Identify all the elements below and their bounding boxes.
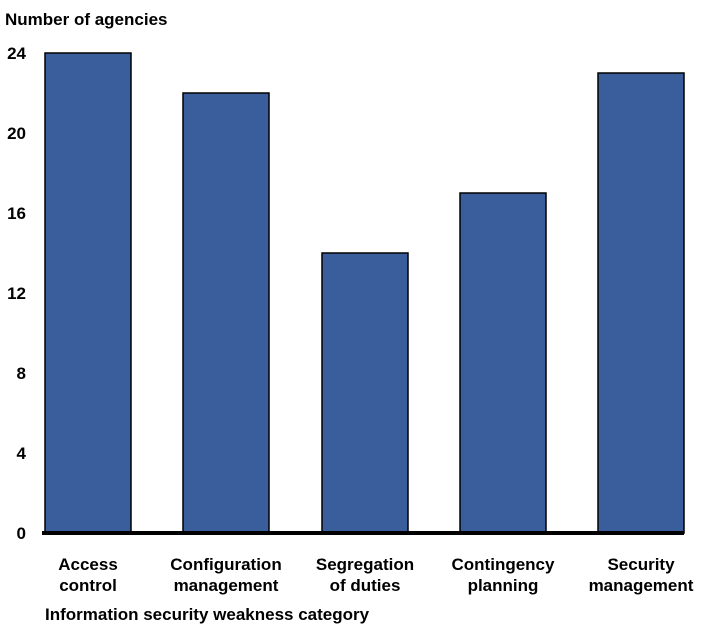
x-axis-title: Information security weakness category bbox=[45, 605, 370, 624]
x-category-label-line: Contingency bbox=[452, 555, 555, 574]
y-axis-title: Number of agencies bbox=[5, 10, 168, 29]
x-category-label-line: planning bbox=[468, 576, 539, 595]
x-category-label-line: management bbox=[174, 576, 279, 595]
x-category-label: Security management bbox=[589, 555, 694, 595]
bar bbox=[321, 252, 409, 534]
y-tick-label: 20 bbox=[7, 124, 26, 143]
x-category-label-line: Configuration bbox=[170, 555, 281, 574]
y-tick-label: 4 bbox=[17, 444, 27, 463]
bar bbox=[182, 92, 270, 534]
x-labels-layer: Access control Configuration management Segr… bbox=[58, 555, 694, 595]
x-category-label: Configuration management bbox=[170, 555, 281, 595]
y-tick-label: 16 bbox=[7, 204, 26, 223]
x-category-label-line: management bbox=[589, 576, 694, 595]
x-category-label: Contingency planning bbox=[452, 555, 555, 595]
x-category-label: Segregation of duties bbox=[316, 555, 414, 595]
bar bbox=[459, 192, 547, 534]
bar bbox=[597, 72, 685, 534]
x-category-label-line: Access bbox=[58, 555, 118, 574]
bars-layer bbox=[44, 52, 685, 534]
x-category-label-line: Segregation bbox=[316, 555, 414, 574]
x-category-label-line: Security bbox=[607, 555, 675, 574]
x-category-label-line: of duties bbox=[330, 576, 401, 595]
x-category-label: Access control bbox=[58, 555, 118, 595]
y-tick-label: 8 bbox=[17, 364, 26, 383]
y-ticks-layer: 0 4 8 12 16 20 24 bbox=[7, 44, 26, 543]
y-tick-label: 0 bbox=[17, 524, 26, 543]
x-category-label-line: control bbox=[59, 576, 117, 595]
y-tick-label: 24 bbox=[7, 44, 26, 63]
bar bbox=[44, 52, 132, 534]
y-tick-label: 12 bbox=[7, 284, 26, 303]
